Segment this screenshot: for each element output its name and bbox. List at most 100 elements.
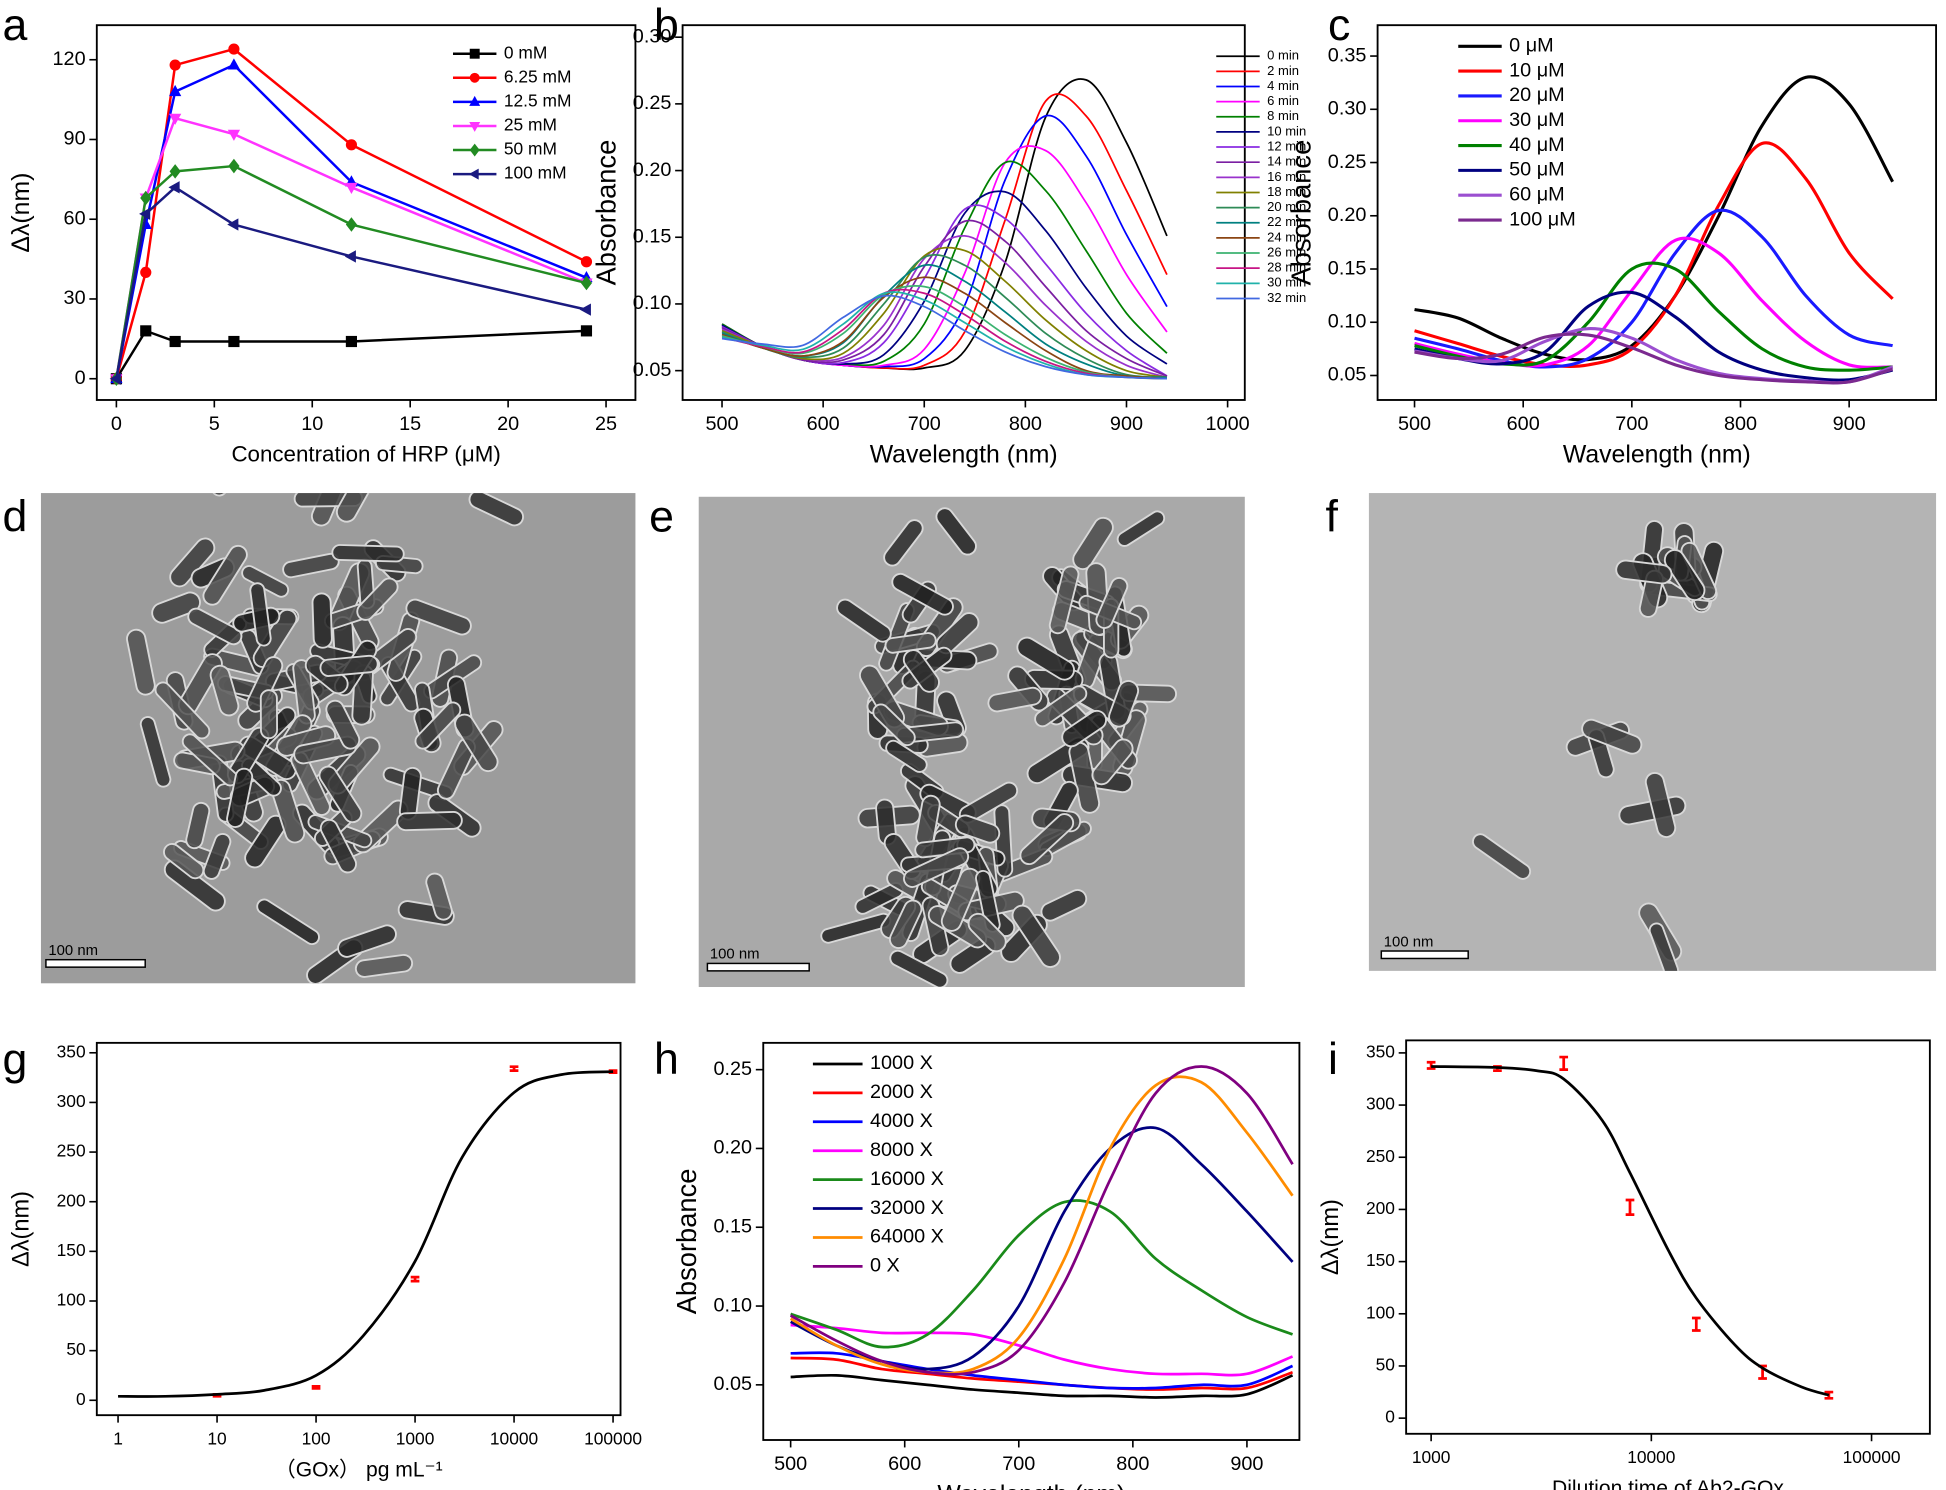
x-tick-label: 10 xyxy=(207,1429,226,1449)
x-tick-label: 0 xyxy=(111,413,122,435)
x-tick-label: 600 xyxy=(888,1453,921,1475)
y-tick-label: 60 xyxy=(64,207,86,229)
y-tick-label: 0.30 xyxy=(633,25,672,47)
nanorod xyxy=(414,701,462,750)
x-tick-label: 1 xyxy=(113,1429,123,1449)
nanorod xyxy=(468,493,524,527)
series-line xyxy=(115,186,587,379)
series-line xyxy=(721,285,1167,380)
nanorod xyxy=(396,811,463,832)
y-tick-label: 0.25 xyxy=(633,92,672,114)
series-line xyxy=(115,329,587,380)
y-tick-label: 0.05 xyxy=(713,1373,752,1395)
nanorod xyxy=(405,598,472,636)
y-tick-label: 0.35 xyxy=(1328,44,1367,66)
y-axis-title: Δλ(nm) xyxy=(8,173,35,253)
nanorod xyxy=(1011,904,1061,968)
y-axis-title: Absorbance xyxy=(590,140,621,286)
x-tick-label: 700 xyxy=(1002,1453,1035,1475)
nanorod xyxy=(1472,833,1532,880)
error-bar xyxy=(410,1275,420,1283)
legend-label: 28 min xyxy=(1267,260,1306,275)
y-tick-label: 0.25 xyxy=(713,1058,752,1080)
y-tick-label: 0.20 xyxy=(713,1137,752,1159)
scale-bar-label: 100 nm xyxy=(48,943,98,959)
nanorod xyxy=(1581,718,1643,755)
series-line xyxy=(118,1070,614,1398)
y-axis-title: Absorbance xyxy=(1285,140,1316,286)
series-line xyxy=(721,219,1168,377)
nanorod xyxy=(335,493,376,523)
y-tick-label: 0.20 xyxy=(1328,204,1367,226)
scale-bar-label: 100 nm xyxy=(1384,934,1434,950)
y-tick-label: 0.25 xyxy=(1328,151,1367,173)
y-tick-label: 0 xyxy=(76,1389,86,1409)
data-point xyxy=(580,256,593,268)
x-axis-title: Concentration of HRP (μM) xyxy=(231,442,500,467)
y-tick-label: 300 xyxy=(1366,1094,1395,1114)
x-axis-title: Wavelength (nm) xyxy=(1563,441,1751,468)
legend-label: 60 μM xyxy=(1509,183,1565,205)
x-tick-label: 500 xyxy=(774,1453,807,1475)
legend-label: 18 min xyxy=(1267,184,1306,199)
y-tick-label: 350 xyxy=(57,1041,86,1061)
panel-letter: i xyxy=(1328,1035,1338,1084)
data-point xyxy=(345,139,358,151)
x-tick-label: 800 xyxy=(1009,413,1042,435)
series-line xyxy=(1414,208,1893,369)
legend-label: 0 X xyxy=(870,1255,900,1277)
series-line xyxy=(1414,332,1894,385)
data-point xyxy=(345,217,358,232)
series-line xyxy=(790,1373,1294,1399)
legend-marker xyxy=(469,48,480,59)
tem-image: 100 nm xyxy=(698,496,1245,988)
data-point xyxy=(579,303,591,316)
x-axis-title: Wavelength (nm) xyxy=(870,441,1058,468)
nanorod xyxy=(331,544,405,563)
x-axis-title: （GOx） pg mL⁻¹ xyxy=(275,1459,443,1482)
legend-label: 4000 X xyxy=(870,1110,933,1132)
data-point xyxy=(169,84,182,97)
nanorod xyxy=(954,814,1001,844)
nanorods xyxy=(126,493,524,984)
data-point xyxy=(228,158,240,174)
x-axis-title: Wavelength (nm) xyxy=(937,1481,1125,1490)
panel-letter: c xyxy=(1328,1,1350,50)
data-point xyxy=(227,218,239,231)
legend-label: 26 min xyxy=(1267,244,1306,259)
y-tick-label: 200 xyxy=(1366,1198,1395,1218)
nanorod xyxy=(1663,549,1706,602)
nanorod xyxy=(319,654,379,677)
x-tick-label: 100 xyxy=(302,1429,331,1449)
y-tick-label: 50 xyxy=(66,1339,85,1359)
nanorod xyxy=(256,898,320,946)
legend-label: 50 mM xyxy=(504,139,557,159)
nanorod xyxy=(319,818,357,874)
y-axis-title: Δλ(nm) xyxy=(8,1191,34,1267)
nanorod xyxy=(1095,576,1129,629)
nanorod xyxy=(902,649,940,693)
nanorod xyxy=(163,859,226,912)
legend-marker xyxy=(469,95,481,106)
nanorod xyxy=(202,833,232,880)
series-line xyxy=(721,78,1168,371)
x-axis-title: Dilution time of Ab2-GOx xyxy=(1552,1477,1784,1490)
data-point xyxy=(580,325,593,337)
nanorod xyxy=(270,778,306,844)
plot-frame xyxy=(1405,1039,1931,1435)
y-tick-label: 0.10 xyxy=(713,1294,752,1316)
y-tick-label: 250 xyxy=(1366,1146,1395,1166)
nanorod xyxy=(987,686,1043,713)
legend-label: 10 min xyxy=(1267,123,1306,138)
scale-bar xyxy=(1380,950,1469,960)
nanorod xyxy=(1061,709,1107,748)
nanorod xyxy=(1116,510,1166,547)
nanorod xyxy=(1108,680,1140,728)
y-tick-label: 250 xyxy=(57,1141,86,1161)
chart: a 0 5 10 15 20 25 0 30 60 90 120 Concentration of HR… xyxy=(2,1,637,467)
x-tick-label: 10000 xyxy=(490,1429,538,1449)
data-point xyxy=(345,182,358,195)
x-tick-label: 900 xyxy=(1833,413,1866,435)
legend-label: 12.5 mM xyxy=(504,90,572,110)
